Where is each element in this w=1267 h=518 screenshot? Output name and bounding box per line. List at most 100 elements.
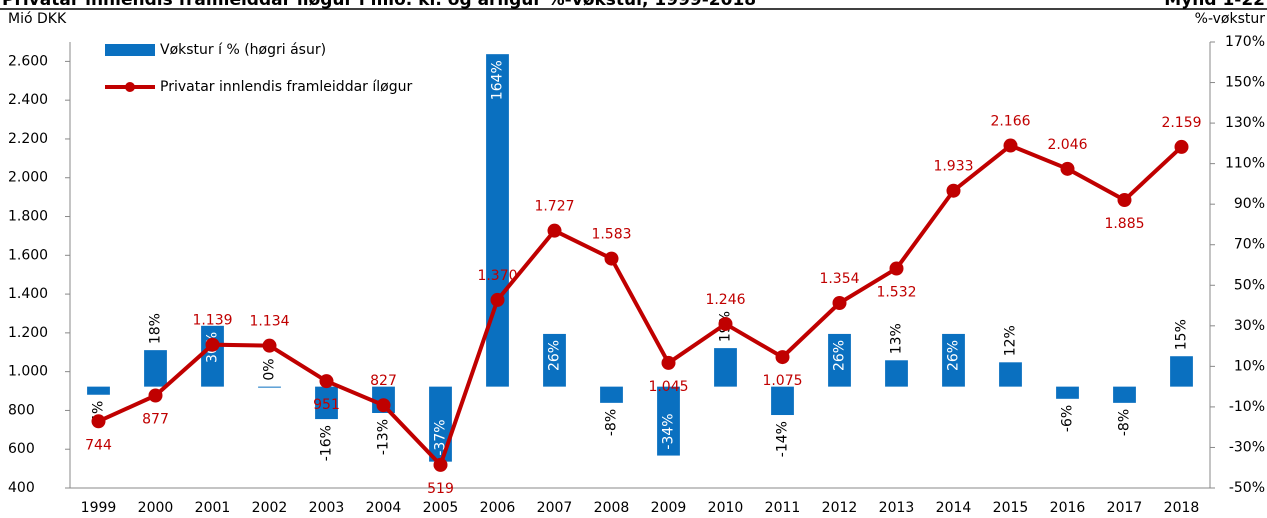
x-tick-label: 2010 <box>708 500 744 516</box>
line-point <box>547 223 562 238</box>
line-label: 1.139 <box>192 313 232 329</box>
y-tick-label: 400 <box>8 480 35 496</box>
x-tick-label: 2011 <box>765 500 801 516</box>
bar-label: -8% <box>604 409 620 436</box>
line-label: 1.045 <box>648 379 688 395</box>
y-tick-label: 2.000 <box>8 170 48 186</box>
line-label: 2.046 <box>1047 137 1087 153</box>
y2-tick-label: 10% <box>1234 358 1265 374</box>
bar <box>600 386 623 403</box>
x-tick-label: 2008 <box>594 500 630 516</box>
bar-label: -14% <box>775 421 791 457</box>
y2-tick-label: 90% <box>1234 196 1265 212</box>
bar-label: -6% <box>1060 405 1076 432</box>
line-point <box>832 296 847 311</box>
y-tick-label: 600 <box>8 441 35 457</box>
bar <box>657 386 680 456</box>
line-point <box>205 337 220 352</box>
line-point <box>1060 161 1075 176</box>
line-label: 2.166 <box>990 114 1030 130</box>
y-tick-label: 1.200 <box>8 325 48 341</box>
y-tick-label: 2.600 <box>8 53 48 69</box>
line-label: 877 <box>142 412 169 428</box>
y-tick-label: 1.600 <box>8 247 48 263</box>
bar-label: 164% <box>490 60 506 100</box>
x-tick-label: 2017 <box>1107 500 1143 516</box>
line-point <box>262 338 277 353</box>
bar-label: 12% <box>1003 325 1019 356</box>
x-tick-label: 1999 <box>81 500 117 516</box>
bar <box>1170 356 1193 387</box>
bar-label: 15% <box>1174 319 1190 350</box>
bar <box>828 333 851 387</box>
bar-label: -13% <box>376 419 392 455</box>
line-label: 1.727 <box>534 199 574 215</box>
bar-label: -16% <box>319 425 335 461</box>
legend-label: Privatar innlendis framleiddar íløgur <box>160 79 412 95</box>
line-point <box>148 388 163 403</box>
bar <box>942 333 965 387</box>
bar <box>1113 386 1136 403</box>
line-label: 951 <box>313 397 340 413</box>
bar <box>1056 386 1079 399</box>
line-label: 519 <box>427 481 454 497</box>
line-label: 1.532 <box>876 284 916 300</box>
x-tick-label: 2003 <box>309 500 345 516</box>
y2-tick-label: 110% <box>1225 156 1265 172</box>
y2-tick-label: 30% <box>1234 318 1265 334</box>
legend-swatch <box>105 44 155 56</box>
bar-label: 0% <box>262 358 278 380</box>
line-label: 1.075 <box>762 373 802 389</box>
x-tick-label: 2012 <box>822 500 858 516</box>
line-point <box>889 261 904 276</box>
bar <box>315 386 338 420</box>
y2-tick-label: -50% <box>1229 480 1265 496</box>
x-tick-label: 2002 <box>252 500 288 516</box>
x-tick-label: 2016 <box>1050 500 1086 516</box>
line-label: 827 <box>370 373 397 389</box>
y2-tick-label: 150% <box>1225 75 1265 91</box>
bar <box>144 350 167 387</box>
y-tick-label: 1.400 <box>8 286 48 302</box>
line <box>97 143 1183 469</box>
bar <box>486 54 509 387</box>
bar-label: -37% <box>433 419 449 455</box>
x-tick-label: 2004 <box>366 500 402 516</box>
figure-label: Mynd 1-22 <box>1164 0 1265 10</box>
bar-label: 26% <box>547 340 563 371</box>
x-tick-label: 2005 <box>423 500 459 516</box>
x-tick-label: 2009 <box>651 500 687 516</box>
line-label: 1.354 <box>819 271 859 287</box>
line-point <box>319 374 334 389</box>
x-tick-label: 2018 <box>1164 500 1200 516</box>
line-point <box>1117 193 1132 208</box>
bar <box>543 333 566 387</box>
line-label: 2.159 <box>1161 115 1201 131</box>
bar <box>771 386 794 416</box>
line-point <box>1003 138 1018 153</box>
line-point <box>604 251 619 266</box>
line-label: 1.370 <box>477 268 517 284</box>
y-tick-label: 1.000 <box>8 364 48 380</box>
bar-label: 26% <box>832 340 848 371</box>
y2-tick-label: 70% <box>1234 237 1265 253</box>
chart-title: Privatar innlendis framleiddar íløgur í … <box>2 0 756 10</box>
x-tick-label: 2001 <box>195 500 231 516</box>
line-point <box>490 292 505 307</box>
bar <box>885 360 908 387</box>
line-point <box>775 350 790 365</box>
line-label: 1.134 <box>249 314 289 330</box>
y-axis-label: Mió DKK <box>8 11 67 27</box>
line-label: 1.246 <box>705 292 745 308</box>
legend-swatch-point <box>125 82 135 92</box>
line-point <box>946 183 961 198</box>
x-tick-label: 2006 <box>480 500 516 516</box>
line-point <box>718 316 733 331</box>
x-tick-label: 2015 <box>993 500 1029 516</box>
y-tick-label: 800 <box>8 402 35 418</box>
x-tick-label: 2014 <box>936 500 972 516</box>
bar <box>258 386 281 388</box>
y2-axis-label: %-vøkstur <box>1195 11 1266 27</box>
line-label: 1.885 <box>1104 216 1144 232</box>
